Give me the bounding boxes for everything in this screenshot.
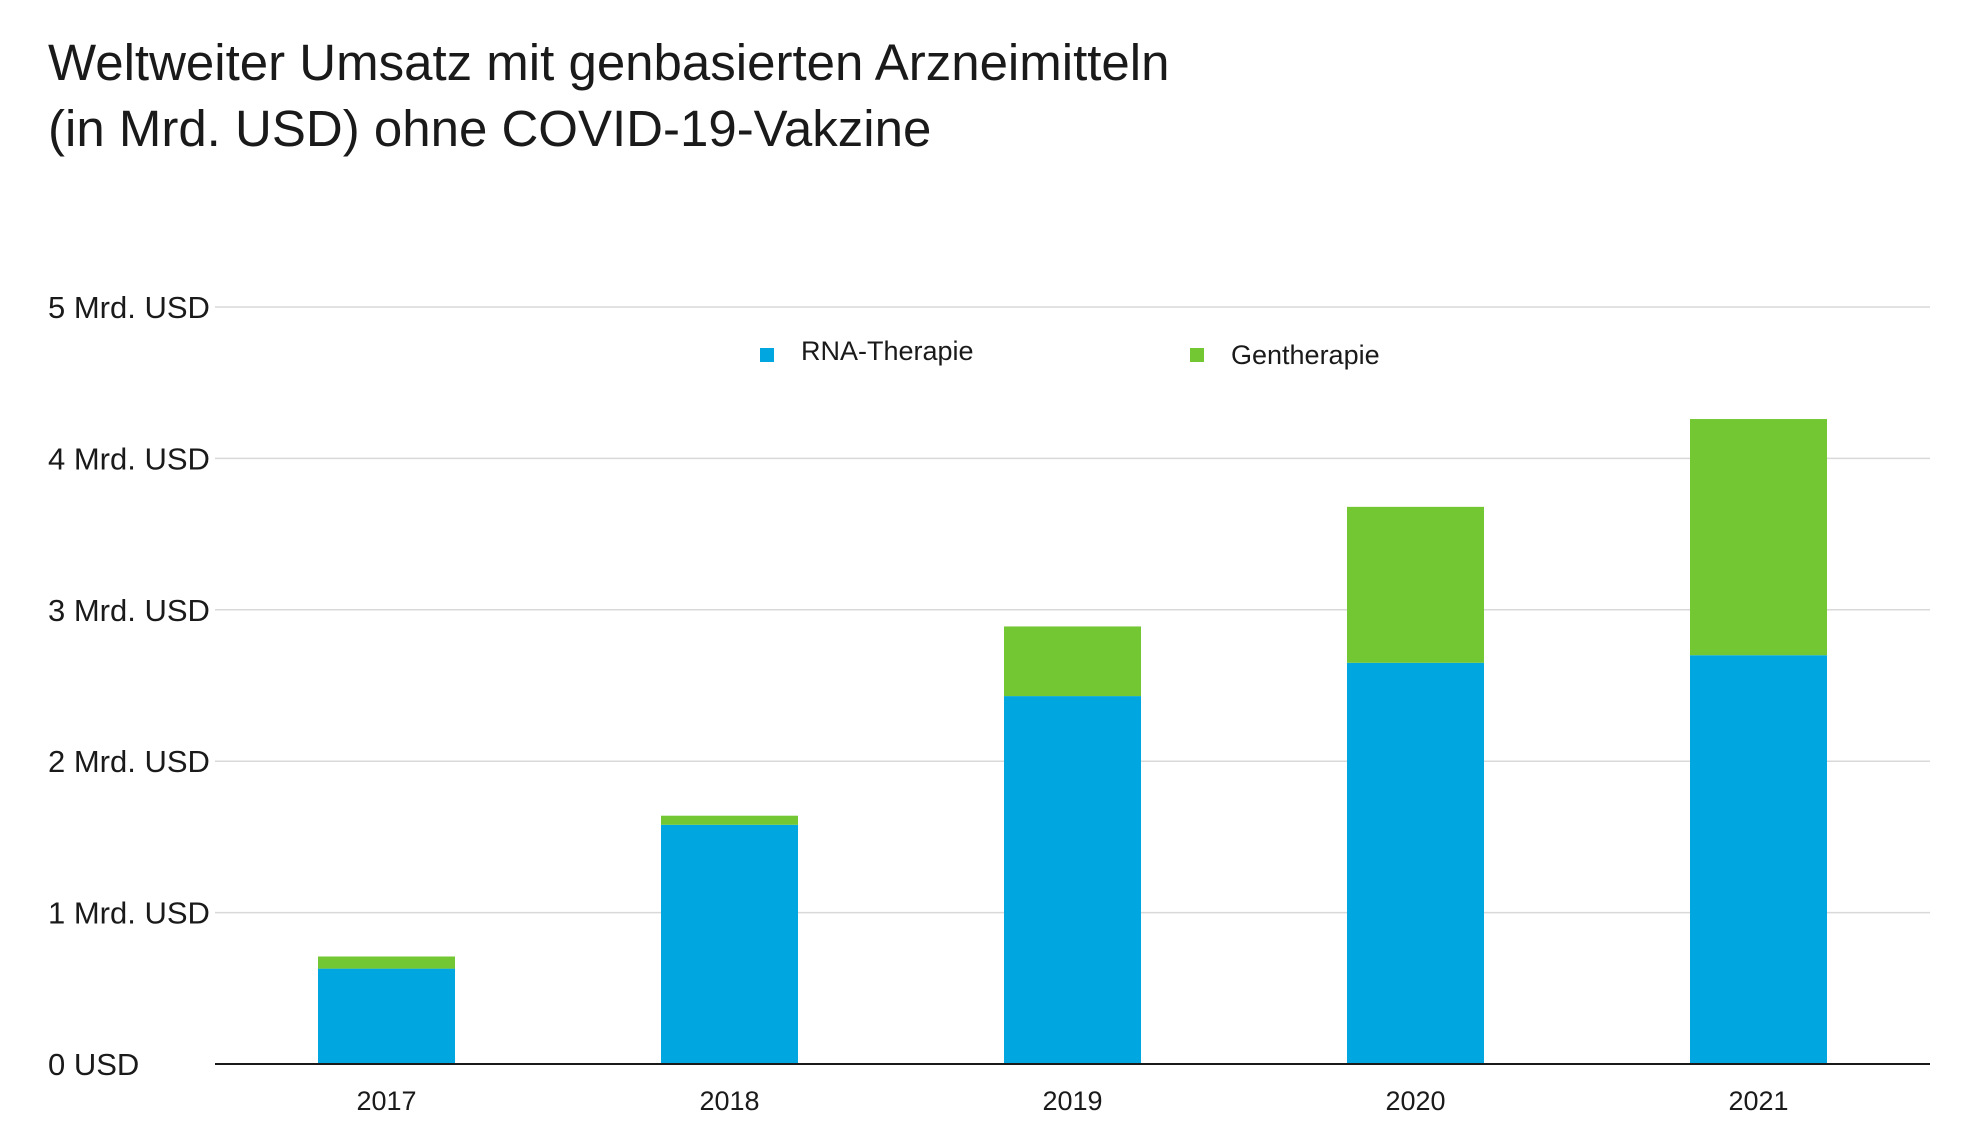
y-tick-label-4: 4 Mrd. USD bbox=[48, 441, 210, 476]
chart-title-line-1: Weltweiter Umsatz mit genbasierten Arzne… bbox=[48, 34, 1170, 91]
chart-title-line-2: (in Mrd. USD) ohne COVID-19-Vakzine bbox=[48, 100, 932, 157]
legend-label-gentherapie: Gentherapie bbox=[1231, 340, 1380, 370]
bar-2021-gentherapie bbox=[1690, 419, 1827, 656]
y-tick-label-1: 1 Mrd. USD bbox=[48, 896, 210, 931]
x-tick-label-2018: 2018 bbox=[699, 1086, 759, 1116]
x-tick-label-2020: 2020 bbox=[1385, 1086, 1445, 1116]
bar-2017-rna-therapie bbox=[318, 968, 455, 1064]
x-tick-label-2019: 2019 bbox=[1042, 1086, 1102, 1116]
x-axis-tick-labels: 2017 2018 2019 2020 2021 bbox=[356, 1086, 1788, 1116]
chart-title: Weltweiter Umsatz mit genbasierten Arzne… bbox=[48, 30, 1169, 162]
y-tick-label-0: 0 USD bbox=[48, 1047, 139, 1082]
y-tick-label-3: 3 Mrd. USD bbox=[48, 593, 210, 628]
legend-swatch-rna-therapie bbox=[760, 348, 774, 362]
y-tick-label-2: 2 Mrd. USD bbox=[48, 744, 210, 779]
legend-swatch-gentherapie bbox=[1190, 348, 1204, 362]
y-axis-tick-labels: 0 USD 1 Mrd. USD 2 Mrd. USD 3 Mrd. USD 4 Mrd… bbox=[48, 290, 210, 1082]
bars bbox=[318, 419, 1827, 1064]
bar-2020-rna-therapie bbox=[1347, 662, 1484, 1064]
bar-2017-gentherapie bbox=[318, 956, 455, 969]
bar-2021-rna-therapie bbox=[1690, 655, 1827, 1064]
x-tick-label-2021: 2021 bbox=[1728, 1086, 1788, 1116]
legend-label-rna-therapie: RNA-Therapie bbox=[801, 336, 974, 366]
y-tick-label-5: 5 Mrd. USD bbox=[48, 290, 210, 325]
bar-2020-gentherapie bbox=[1347, 506, 1484, 663]
bar-2019-gentherapie bbox=[1004, 626, 1141, 697]
bar-2019-rna-therapie bbox=[1004, 696, 1141, 1064]
bar-2018-gentherapie bbox=[661, 815, 798, 825]
bar-2018-rna-therapie bbox=[661, 824, 798, 1064]
x-tick-label-2017: 2017 bbox=[356, 1086, 416, 1116]
legend: RNA-Therapie Gentherapie bbox=[760, 336, 1380, 370]
